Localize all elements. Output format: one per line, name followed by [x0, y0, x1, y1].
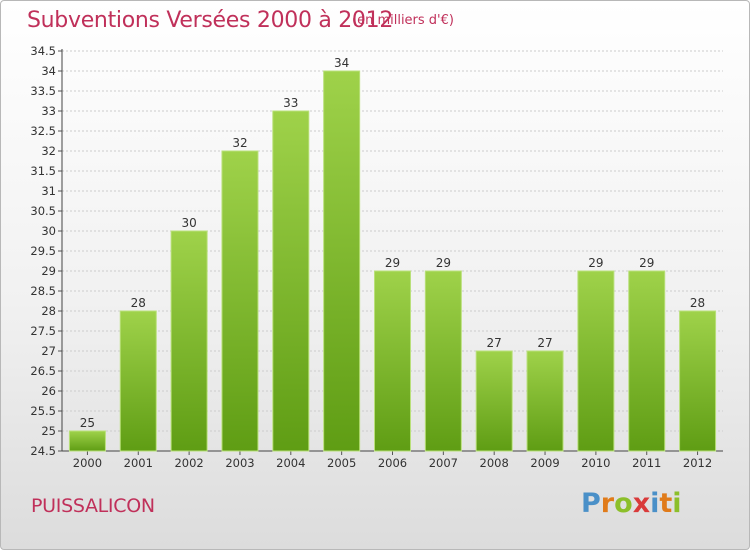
- x-tick-label-2012: 2012: [683, 456, 712, 470]
- bar-2012: [679, 310, 717, 452]
- y-tick-label: 31.5: [30, 164, 56, 178]
- y-tick-label: 34: [41, 64, 56, 78]
- x-tick-label-2007: 2007: [429, 456, 458, 470]
- value-label-2003: 32: [232, 136, 247, 150]
- value-label-2005: 34: [334, 56, 349, 70]
- bar-2008: [475, 350, 513, 452]
- chart-title: Subventions Versées 2000 à 2012: [27, 8, 394, 33]
- value-label-2012: 28: [690, 296, 705, 310]
- logo-letter: r: [600, 488, 615, 519]
- logo-letter: x: [632, 488, 651, 519]
- value-label-2010: 29: [588, 256, 603, 270]
- x-tick-label-2002: 2002: [174, 456, 203, 470]
- y-tick-label: 32: [41, 144, 56, 158]
- x-tick-label-2001: 2001: [124, 456, 153, 470]
- chart-subtitle: (en milliers d'€): [352, 13, 454, 28]
- y-tick-label: 30: [41, 224, 56, 238]
- x-tick-label-2011: 2011: [632, 456, 661, 470]
- bar-2006: [374, 270, 411, 452]
- value-label-2009: 27: [537, 336, 552, 350]
- y-tick-label: 26: [41, 384, 56, 398]
- value-label-2000: 25: [80, 416, 95, 430]
- labels: 24.5 25 25.5 26 26.5 27 27.5 28 28.5 29 29.5 30 30.5…: [30, 44, 712, 470]
- value-label-2007: 29: [436, 256, 451, 270]
- y-tick-label: 29.5: [30, 244, 56, 258]
- y-tick-label: 33.5: [30, 84, 56, 98]
- bar-2010: [577, 270, 615, 452]
- bar-2000: [68, 430, 106, 452]
- y-tick-label: 30.5: [30, 204, 56, 218]
- y-tick-label: 29: [41, 264, 56, 278]
- y-tick-label: 25.5: [30, 404, 56, 418]
- y-tick-label: 33: [41, 104, 56, 118]
- value-label-2006: 29: [385, 256, 400, 270]
- y-tick-label: 25: [41, 424, 56, 438]
- y-tick-label: 28: [41, 304, 56, 318]
- logo-letter: o: [614, 488, 633, 519]
- logo-letter: i: [672, 488, 682, 519]
- x-tick-label-2003: 2003: [225, 456, 254, 470]
- bar-2001: [119, 310, 157, 452]
- bar-2011: [628, 270, 666, 452]
- bar-2005: [323, 70, 361, 452]
- y-tick-label: 31: [41, 184, 56, 198]
- proxiti-logo: Proxiti: [581, 488, 682, 519]
- x-tick-label-2009: 2009: [530, 456, 559, 470]
- y-tick-label: 27: [41, 344, 56, 358]
- x-tick-label-2005: 2005: [327, 456, 356, 470]
- y-tick-label: 26.5: [30, 364, 56, 378]
- value-label-2001: 28: [131, 296, 146, 310]
- x-tick-label-2006: 2006: [378, 456, 407, 470]
- logo-letter: i: [650, 488, 660, 519]
- y-tick-label: 32.5: [30, 124, 56, 138]
- bar-2009: [526, 350, 564, 452]
- value-label-2008: 27: [487, 336, 502, 350]
- bar-2007: [424, 270, 462, 452]
- value-label-2002: 30: [181, 216, 196, 230]
- x-tick-label-2010: 2010: [581, 456, 610, 470]
- bars: [68, 70, 717, 452]
- value-label-2011: 29: [639, 256, 654, 270]
- y-tick-label: 34.5: [30, 44, 56, 58]
- y-tick-label: 28.5: [30, 284, 56, 298]
- bar-2004: [272, 110, 310, 452]
- x-tick-label-2000: 2000: [73, 456, 102, 470]
- value-label-2004: 33: [283, 96, 298, 110]
- x-tick-label-2004: 2004: [276, 456, 305, 470]
- y-tick-label: 27.5: [30, 324, 56, 338]
- logo-letter: t: [659, 488, 673, 519]
- x-tick-label-2008: 2008: [480, 456, 509, 470]
- commune-name: PUISSALICON: [31, 495, 155, 517]
- bar-2002: [170, 230, 208, 452]
- y-tick-label: 24.5: [30, 444, 56, 458]
- logo-letter: P: [581, 488, 601, 519]
- bar-2003: [221, 150, 259, 452]
